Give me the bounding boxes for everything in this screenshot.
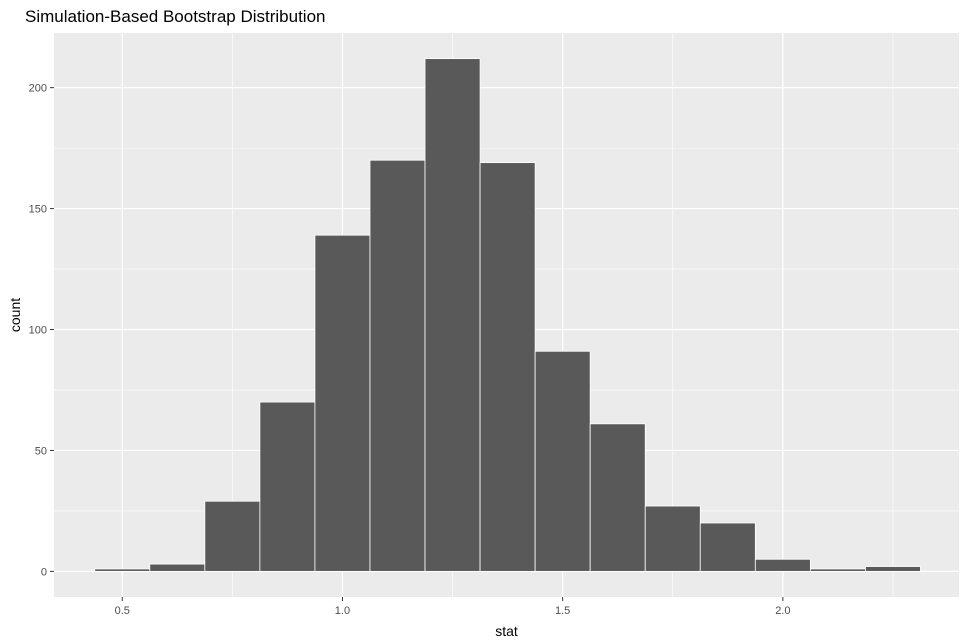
histogram-bar — [204, 500, 261, 572]
x-tick-label: 0.5 — [115, 605, 130, 617]
y-tick-label: 200 — [29, 83, 47, 95]
y-axis: 0 50 100 150 200 — [29, 83, 54, 578]
y-axis-title: count — [7, 298, 23, 332]
y-tick-label: 150 — [29, 204, 47, 216]
histogram-bar — [369, 159, 426, 572]
histogram-bar — [865, 566, 921, 572]
histogram-bar — [479, 162, 536, 572]
histogram-bar — [314, 234, 371, 572]
y-tick-label: 0 — [41, 566, 47, 578]
histogram-bar — [424, 58, 481, 572]
x-axis: 0.5 1.0 1.5 2.0 — [115, 597, 790, 617]
histogram-bar — [259, 401, 316, 572]
chart-title: Simulation-Based Bootstrap Distribution — [25, 7, 325, 26]
histogram-bar — [699, 522, 756, 572]
histogram-bars — [94, 58, 921, 572]
y-tick-label: 50 — [35, 445, 47, 457]
histogram-bar — [809, 568, 866, 572]
x-axis-title: stat — [495, 623, 518, 639]
histogram-bar — [589, 423, 646, 572]
x-tick-label: 1.5 — [555, 605, 570, 617]
x-tick-label: 1.0 — [335, 605, 350, 617]
histogram-bar — [94, 568, 151, 572]
y-tick-label: 100 — [29, 325, 47, 337]
histogram-bar — [534, 350, 591, 572]
x-tick-label: 2.0 — [775, 605, 790, 617]
histogram-bar — [754, 558, 811, 572]
histogram-bar — [149, 563, 206, 572]
histogram-bar — [644, 505, 701, 572]
